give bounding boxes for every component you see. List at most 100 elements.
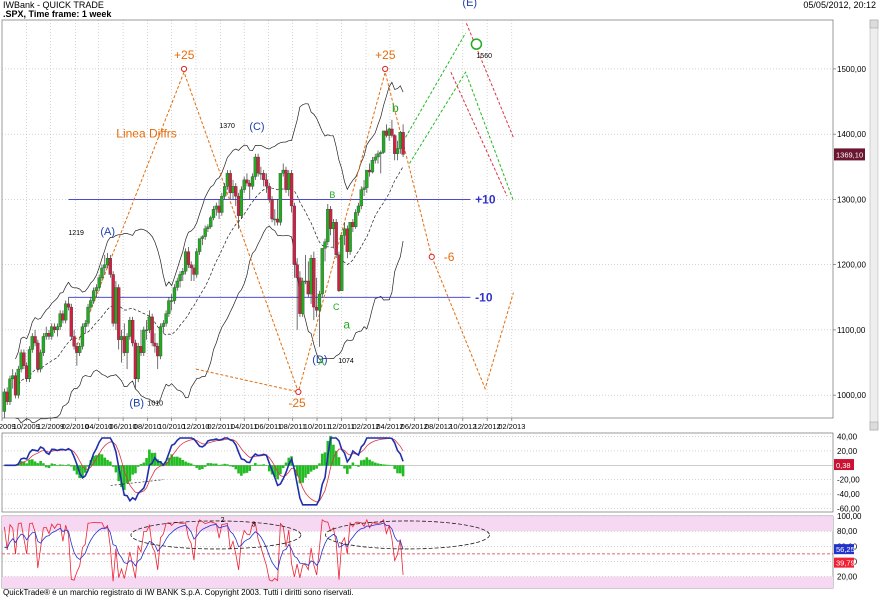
wave-price: 1219 (68, 230, 84, 237)
candle-body (25, 365, 29, 380)
x-tick-label: 10/2011 (304, 422, 331, 431)
macd-hist-bar (385, 464, 388, 466)
osc-ellipse (325, 520, 490, 550)
candle-body (181, 271, 185, 275)
candle-body (22, 352, 26, 366)
x-tick-label: 06/2011 (255, 422, 282, 431)
candle-body (365, 169, 369, 188)
candle-body (234, 186, 238, 197)
minor-wave-label: B (329, 190, 335, 200)
x-tick-label: 10/2009 (13, 422, 40, 431)
candle-body (136, 346, 140, 380)
wave-label: (A) (100, 226, 115, 238)
pivot-marker (295, 388, 302, 396)
candle-body (128, 319, 132, 337)
diff-label: -6 (444, 250, 455, 264)
macd-hist-bar (318, 463, 321, 466)
candle-body (13, 375, 18, 396)
candle-body (356, 205, 361, 213)
macd-hist-bar (256, 464, 260, 466)
x-tick-label: 12/2011 (328, 422, 355, 431)
last-price-tag (834, 148, 865, 161)
candle-body (348, 222, 352, 252)
y-tick-label: 1100,00 (837, 326, 866, 335)
candle-body (340, 235, 344, 291)
macd-hist-bar (50, 463, 54, 466)
candle-body (379, 152, 383, 154)
candle-body (72, 336, 76, 347)
macd-hist-bar (167, 457, 171, 466)
candle-body (278, 173, 283, 223)
candle-body (100, 267, 104, 278)
y-tick-label: 1200,00 (837, 261, 866, 270)
candle-body (217, 205, 221, 213)
y-tick-label: -20,00 (837, 476, 860, 485)
candle-body (186, 251, 191, 265)
x-tick-label: 06/2010 (110, 422, 137, 431)
candle-body (214, 205, 218, 210)
candle-body (362, 187, 366, 190)
candle-body (119, 336, 124, 340)
candle-body (158, 326, 163, 357)
candle-body (50, 326, 54, 337)
candle-body (117, 287, 121, 340)
macd-hist-bar (373, 462, 377, 466)
macd-hist-bar (58, 464, 62, 466)
candle-body (189, 264, 193, 269)
macd-hist-bar (387, 464, 391, 466)
macd-hist-bar (228, 465, 232, 467)
macd-hist-bar (212, 463, 215, 466)
macd-hist-bar (184, 461, 187, 466)
candle-body (167, 300, 171, 314)
x-tick-label: 08/2011 (279, 422, 306, 431)
macd-hist-bar (97, 453, 101, 466)
osc-slow-line (4, 522, 404, 571)
macd-hist-bar (334, 450, 338, 466)
bollinger-lower (15, 225, 404, 424)
candle-body (298, 277, 302, 314)
macd-hist-bar (259, 464, 263, 466)
candle-body (292, 205, 297, 265)
macd-hist-bar (254, 463, 257, 466)
osc-ellipse (130, 520, 302, 550)
macd-hist-bar (220, 464, 224, 466)
candle-body (209, 217, 213, 227)
candle-body (103, 264, 107, 269)
macd-hist-bar (103, 457, 107, 466)
macd-hist-bar (217, 464, 221, 466)
macd-hist-bar (72, 465, 76, 471)
candle-body (370, 160, 375, 173)
x-tick-label: 08/2012 (425, 422, 452, 431)
macd-hist-bar (214, 463, 218, 466)
macd-hist-bar (206, 463, 210, 466)
macd-hist-bar (365, 457, 369, 466)
macd-hist-bar (181, 460, 185, 466)
last-price-text: 1369,10 (836, 150, 863, 159)
candle-body (312, 257, 316, 308)
macd-hist-bar (337, 457, 341, 466)
candle-body (11, 375, 15, 380)
macd-hist-bar (201, 465, 204, 470)
macd-hist-bar (284, 462, 288, 466)
x-tick-label: 12/2009 (37, 422, 64, 431)
osc-value-text: 39,79 (836, 559, 855, 568)
candle-body (287, 173, 291, 190)
candle-body (264, 179, 269, 187)
candle-body (222, 186, 227, 197)
candle-body (83, 323, 87, 327)
candle-body (33, 336, 37, 344)
candle-body (164, 313, 168, 324)
macd-hist-bar (203, 465, 207, 467)
macd-hist-bar (401, 465, 405, 477)
candle-body (289, 173, 294, 207)
macd-hist-bar (234, 465, 238, 470)
x-tick-label: 06/2012 (401, 422, 428, 431)
macd-hist-bar (362, 459, 366, 466)
candle-body (239, 189, 244, 216)
candle-body (153, 342, 157, 347)
candle-body (228, 173, 232, 194)
x-tick-label: 08/2009 (0, 422, 16, 431)
minor-wave-label: C (333, 302, 340, 312)
candle-body (320, 248, 324, 295)
